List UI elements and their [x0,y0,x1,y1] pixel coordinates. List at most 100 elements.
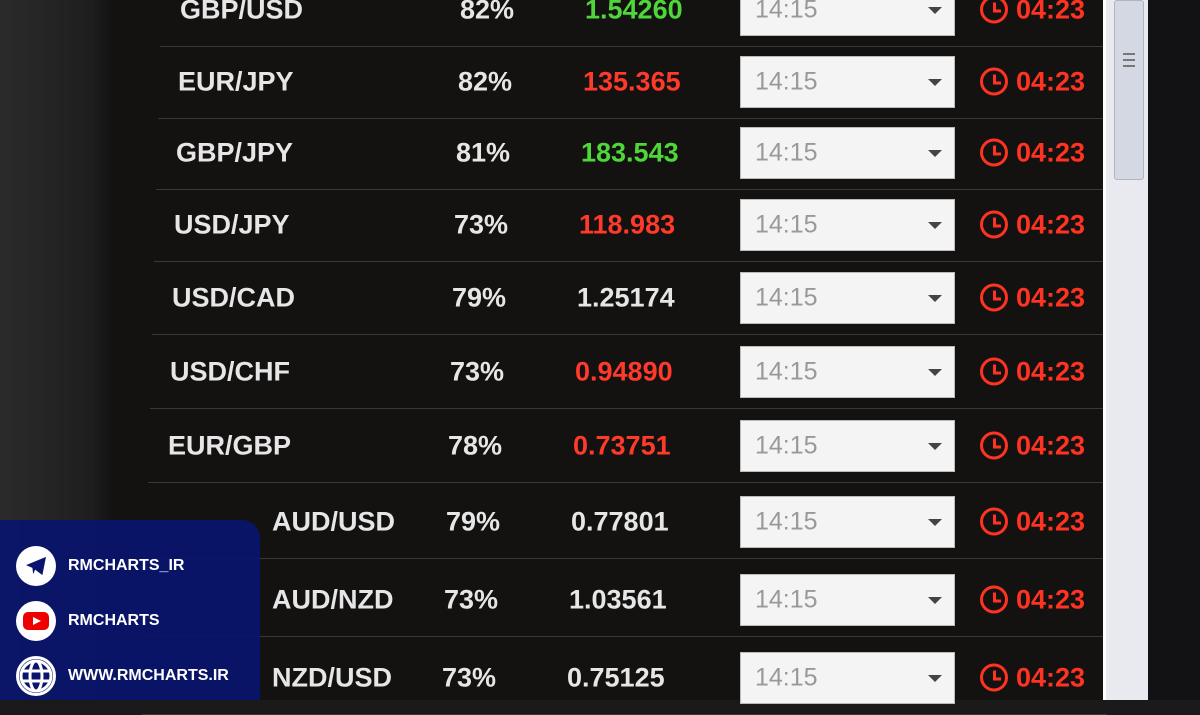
payout-percent: 73% [442,662,497,692]
monitor-edge [1148,0,1200,700]
telegram-link[interactable]: RMCHARTS_IR [16,538,244,593]
youtube-handle: RMCHARTS [68,611,160,629]
asset-row[interactable]: EUR/GBP 78% 0.73751 14:15 04:23 [148,409,1113,483]
expiry-select[interactable]: 14:15 [740,651,955,704]
asset-row[interactable]: USD/JPY 73% 118.983 14:15 04:23 [154,188,1119,262]
clock-icon [980,585,1008,614]
countdown-timer: 04:23 [980,66,1085,97]
countdown-timer: 04:23 [980,356,1085,387]
grip-icon [1123,53,1135,67]
clock-icon [980,210,1008,239]
chevron-down-icon [928,518,942,526]
timer-value: 04:23 [1016,209,1086,239]
countdown-timer: 04:23 [980,282,1085,313]
clock-icon [980,138,1008,167]
website-link[interactable]: WWW.RMCHARTS.IR [16,648,244,703]
payout-percent: 73% [454,209,509,239]
asset-pair: USD/CHF [170,356,290,386]
chevron-down-icon [928,674,942,682]
timer-value: 04:23 [1016,137,1086,167]
countdown-timer: 04:23 [980,506,1085,537]
asset-row[interactable]: GBP/JPY 81% 183.543 14:15 04:23 [156,116,1121,190]
clock-icon [980,431,1008,460]
expiry-value: 14:15 [755,431,818,459]
payout-percent: 82% [458,66,513,96]
countdown-timer: 04:23 [980,137,1085,168]
asset-price: 1.54260 [585,0,683,24]
clock-icon [980,0,1008,24]
expiry-select[interactable]: 14:15 [740,495,955,548]
expiry-value: 14:15 [755,585,818,613]
timer-value: 04:23 [1016,662,1086,692]
clock-icon [980,283,1008,312]
expiry-value: 14:15 [755,210,818,238]
asset-row[interactable]: GBP/USD 82% 1.54260 14:15 04:23 [160,0,1125,47]
countdown-timer: 04:23 [980,209,1085,240]
globe-icon [16,655,56,696]
expiry-select[interactable]: 14:15 [740,271,955,324]
timer-value: 04:23 [1016,584,1086,614]
payout-percent: 79% [446,506,501,536]
youtube-icon [16,600,56,641]
asset-price: 183.543 [581,137,679,167]
expiry-value: 14:15 [755,507,818,535]
expiry-value: 14:15 [755,663,818,691]
countdown-timer: 04:23 [980,0,1085,25]
asset-pair: AUD/USD [272,506,396,536]
timer-value: 04:23 [1016,282,1086,312]
timer-value: 04:23 [1016,506,1086,536]
asset-row[interactable]: AUD/NZD 73% 1.03561 14:15 04:23 [144,563,1109,637]
timer-value: 04:23 [1016,356,1086,386]
telegram-icon [16,545,56,586]
asset-pair: GBP/JPY [176,137,294,167]
chevron-down-icon [928,294,942,302]
asset-row[interactable]: USD/CAD 79% 1.25174 14:15 04:23 [152,261,1117,335]
asset-price: 1.25174 [577,282,675,312]
asset-price: 118.983 [579,209,676,239]
chevron-down-icon [928,6,942,14]
asset-row[interactable]: AUD/USD 79% 0.77801 14:15 04:23 [146,485,1111,559]
chevron-down-icon [928,149,942,157]
asset-pair: EUR/JPY [178,66,294,96]
chevron-down-icon [928,368,942,376]
asset-row[interactable]: USD/CHF 73% 0.94890 14:15 04:23 [150,335,1115,409]
scrollbar[interactable] [1103,0,1148,700]
chevron-down-icon [928,78,942,86]
expiry-value: 14:15 [755,67,818,95]
expiry-select[interactable]: 14:15 [740,198,955,251]
expiry-select[interactable]: 14:15 [740,0,955,36]
expiry-select[interactable]: 14:15 [740,419,955,472]
scrollbar-thumb[interactable] [1114,0,1144,180]
asset-price: 0.94890 [575,356,673,386]
countdown-timer: 04:23 [980,430,1085,461]
countdown-timer: 04:23 [980,662,1085,693]
asset-pair: AUD/NZD [272,584,394,614]
social-links-panel: RMCHARTS_IR RMCHARTS WWW.RMCHARTS.IR [0,520,260,700]
asset-pair: USD/JPY [174,209,290,239]
timer-value: 04:23 [1016,430,1086,460]
asset-row[interactable]: EUR/JPY 82% 135.365 14:15 04:23 [158,45,1123,119]
expiry-value: 14:15 [755,138,818,166]
expiry-value: 14:15 [755,283,818,311]
asset-row[interactable]: NZD/USD 73% 0.75125 14:15 04:23 [142,641,1107,715]
chevron-down-icon [928,596,942,604]
youtube-link[interactable]: RMCHARTS [16,593,244,648]
asset-pair: USD/CAD [172,282,296,312]
expiry-value: 14:15 [755,0,818,23]
asset-price: 0.77801 [571,506,669,536]
timer-value: 04:23 [1016,66,1086,96]
payout-percent: 73% [450,356,505,386]
countdown-timer: 04:23 [980,584,1085,615]
website-url: WWW.RMCHARTS.IR [68,666,229,684]
payout-percent: 78% [448,430,503,460]
payout-percent: 81% [456,137,511,167]
expiry-select[interactable]: 14:15 [740,55,955,108]
asset-pair: NZD/USD [272,662,392,692]
payout-percent: 79% [452,282,507,312]
chevron-down-icon [928,221,942,229]
clock-icon [980,507,1008,536]
expiry-select[interactable]: 14:15 [740,345,955,398]
chevron-down-icon [928,442,942,450]
expiry-select[interactable]: 14:15 [740,573,955,626]
expiry-select[interactable]: 14:15 [740,126,955,179]
